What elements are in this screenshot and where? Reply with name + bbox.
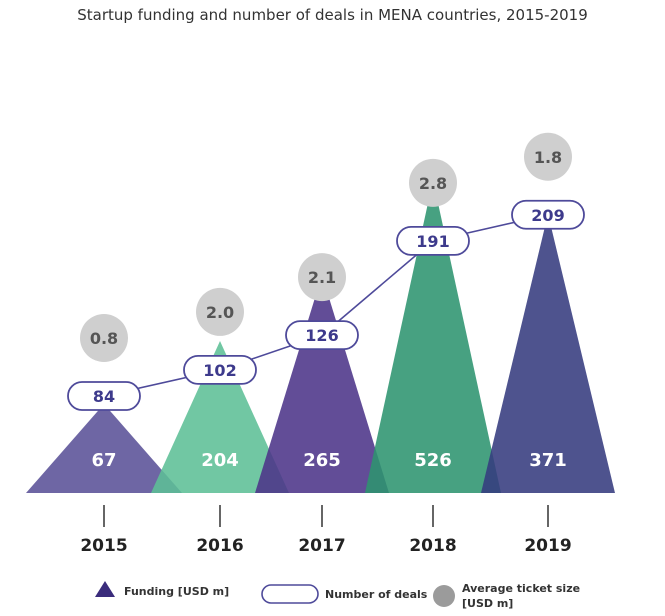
legend-ticket-label-line1: Average ticket size: [462, 582, 580, 595]
ticket-value-2019: 1.8: [534, 148, 562, 167]
legend-deals-label: Number of deals: [325, 588, 428, 601]
x-tick-label-2017: 2017: [298, 536, 345, 556]
legend-funding-swatch: [95, 581, 115, 597]
deals-value-2015: 84: [93, 387, 115, 406]
deals-value-2019: 209: [531, 206, 564, 225]
legend-ticket-label-line2: [USD m]: [462, 597, 513, 610]
ticket-circles: 0.8 2.0 2.1 2.8 1.8: [80, 132, 572, 362]
x-tick-label-2018: 2018: [409, 536, 456, 556]
deals-line: 84 102 126 191 209: [67, 199, 585, 411]
funding-peak-2019: [481, 214, 615, 493]
ticket-value-2017: 2.1: [308, 268, 336, 287]
funding-value-2016: 204: [201, 450, 239, 471]
x-axis: 2015 2016 2017 2018 2019: [80, 505, 572, 556]
x-tick-label-2019: 2019: [524, 536, 571, 556]
ticket-circle-2016: [196, 287, 244, 336]
legend-funding-label: Funding [USD m]: [124, 585, 229, 598]
funding-peak-2018: [365, 180, 501, 493]
deals-value-2018: 191: [416, 232, 449, 251]
ticket-value-2016: 2.0: [206, 303, 234, 322]
legend-deals-swatch: [261, 584, 319, 604]
deals-pill-2015: [67, 381, 141, 411]
deals-pill-2018: [396, 225, 470, 256]
funding-value-2015: 67: [91, 450, 116, 471]
funding-value-2017: 265: [303, 450, 341, 471]
funding-peak-2016: [151, 341, 289, 493]
funding-value-2019: 371: [529, 450, 567, 471]
ticket-value-2015: 0.8: [90, 329, 118, 348]
funding-peak-2017: [255, 275, 389, 493]
ticket-circle-2017: [298, 253, 346, 302]
deals-pill-2019: [511, 199, 585, 230]
deals-value-2016: 102: [203, 361, 236, 380]
funding-peak-2015: [26, 404, 182, 493]
deals-segment: [321, 240, 434, 336]
legend: Funding [USD m] Number of deals Average …: [95, 581, 580, 610]
deals-pill-2016: [183, 354, 257, 385]
legend-ticket-swatch: [433, 585, 455, 607]
ticket-circle-2019: [524, 132, 572, 181]
ticket-circle-2018: [409, 158, 457, 207]
deals-pill-2017: [285, 320, 359, 351]
chart-title: Startup funding and number of deals in M…: [77, 6, 588, 24]
x-tick-label-2015: 2015: [80, 536, 127, 556]
funding-value-2018: 526: [414, 450, 452, 471]
ticket-circle-2015: [80, 314, 128, 362]
funding-peaks: 67 204 265 526 371: [26, 180, 615, 493]
x-tick-label-2016: 2016: [196, 536, 243, 556]
ticket-value-2018: 2.8: [419, 174, 447, 193]
deals-value-2017: 126: [305, 326, 338, 345]
